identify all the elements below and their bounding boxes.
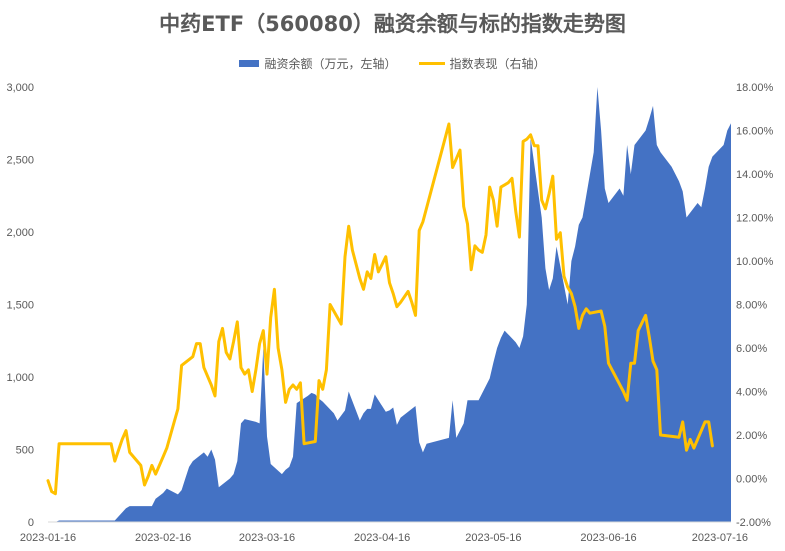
right-axis-tick-label: -2.00%: [736, 517, 771, 529]
legend-label-margin-balance: 融资余额（万元，左轴）: [264, 57, 397, 71]
x-axis-tick-label: 2023-06-16: [580, 532, 636, 544]
series-area-margin-balance: [55, 87, 731, 522]
right-axis-tick-label: 8.00%: [736, 300, 767, 312]
left-axis-tick-label: 1,500: [6, 300, 34, 312]
legend-swatch-area: [239, 60, 260, 67]
x-axis-tick-label: 2023-01-16: [20, 532, 76, 544]
x-axis-tick-label: 2023-03-16: [239, 532, 295, 544]
x-axis-tick-label: 2023-04-16: [354, 532, 410, 544]
left-axis-tick-label: 500: [16, 445, 34, 457]
legend-item-index: 指数表现（右轴）: [418, 55, 546, 72]
left-axis-tick-label: 1,000: [6, 372, 34, 384]
x-axis-tick-label: 2023-02-16: [135, 532, 191, 544]
left-axis-tick-label: 0: [28, 517, 34, 529]
right-axis-tick-label: 4.00%: [736, 387, 767, 399]
right-axis-tick-label: 10.00%: [736, 256, 774, 268]
right-axis-tick-label: 6.00%: [736, 343, 767, 355]
right-axis-tick-label: 14.00%: [736, 169, 774, 181]
x-axis-tick-label: 2023-07-16: [692, 532, 748, 544]
left-axis-tick-label: 3,000: [6, 82, 34, 94]
right-axis-tick-label: 18.00%: [736, 82, 774, 94]
right-axis-tick-label: 12.00%: [736, 213, 774, 225]
x-axis-tick-label: 2023-05-16: [465, 532, 521, 544]
right-axis-tick-label: 2.00%: [736, 430, 767, 442]
right-axis-tick-label: 0.00%: [736, 474, 767, 486]
legend-swatch-line: [418, 62, 445, 65]
chart-legend: 融资余额（万元，左轴） 指数表现（右轴）: [0, 55, 785, 72]
chart-title: 中药ETF（560080）融资余额与标的指数走势图: [159, 12, 626, 36]
legend-item-margin-balance: 融资余额（万元，左轴）: [239, 55, 397, 72]
legend-label-index: 指数表现（右轴）: [449, 57, 546, 71]
series-line-index: [46, 122, 714, 496]
right-axis-tick-label: 16.00%: [736, 126, 774, 138]
left-axis-tick-label: 2,000: [6, 227, 34, 239]
left-axis-tick-label: 2,500: [6, 155, 34, 167]
